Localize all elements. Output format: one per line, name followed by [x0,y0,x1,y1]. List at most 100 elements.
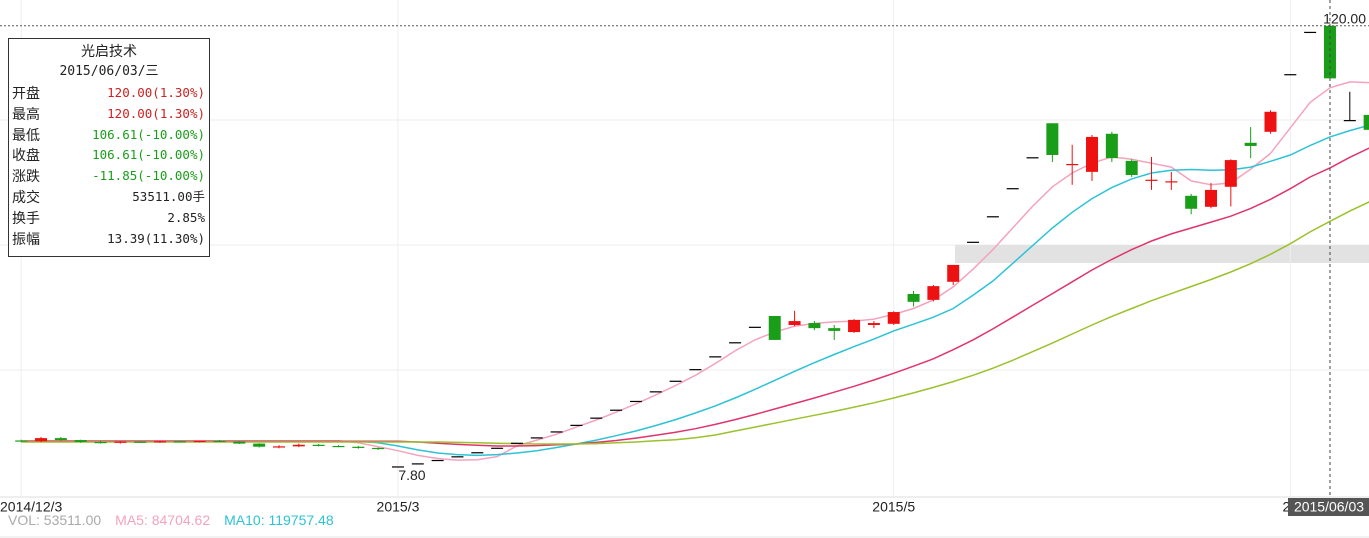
ma-line [21,81,1369,461]
legend-entry: MA10: 119757.48 [224,512,334,528]
candle-body [1066,164,1079,166]
tooltip-value: 120.00(1.30%) [107,85,205,100]
tooltip-row: 收盘 106.61(-10.00%) [9,145,209,166]
tooltip-label: 换手 [12,209,40,226]
tooltip-row: 涨跌 -11.85(-10.00%) [9,166,209,187]
tooltip-value: -11.85(-10.00%) [92,168,205,184]
crosshair-date: 2015/06/03 [1294,499,1364,515]
candle-body [272,446,285,448]
tooltip-row: 最高 120.00(1.30%) [9,104,209,125]
candle-body [491,447,504,449]
tooltip-label: 最低 [12,126,40,143]
candle-body [867,323,880,326]
candle-body [887,312,900,324]
candle-body [35,438,48,442]
candle-body [15,440,28,442]
candle-body [907,293,920,302]
candle-body [1244,142,1257,146]
tooltip-value: 106.61(-10.00%) [92,147,205,163]
tooltip-label: 收盘 [12,147,40,164]
candle-body [729,342,742,344]
legend-entry: VOL: 53511.00 [8,512,102,528]
candle-body [927,286,940,300]
candle-body [1185,195,1198,209]
candle-body [986,216,999,218]
candle-body [1026,157,1039,159]
candle-body [808,323,821,329]
candle-body [828,328,841,331]
candle-body [669,380,682,382]
candle-body [510,442,523,444]
tooltip-row: 成交 53511.00手 [9,187,209,208]
candle-body [1224,160,1237,187]
candle-body [1165,181,1178,183]
x-tick-label: 2015/3 [377,499,420,515]
candle-body [1046,123,1059,155]
candle-body [253,443,266,447]
candle-body [570,424,583,426]
candle-body [629,400,642,403]
candle-body [590,417,603,419]
candle-body [372,447,385,450]
candle-body [1284,74,1297,76]
candle-body [312,444,325,446]
candle-body [431,459,444,462]
candle-body [768,315,781,340]
candle-body [74,440,87,443]
candle-body [1086,136,1099,172]
candle-body [332,445,345,448]
candle-body [213,440,226,443]
high-marker-label: 120.00 [1323,10,1366,26]
candle-body [233,441,246,444]
tooltip-label: 振幅 [12,230,40,247]
candle-body [451,456,464,458]
crosshair-date-box [1288,498,1369,516]
candle-body [1125,160,1138,175]
price-band [955,245,1369,263]
candle-body [530,437,543,439]
candle-body [1304,31,1317,34]
low-marker-label: 7.80 [398,467,425,483]
tooltip-label: 成交 [12,188,40,205]
candle-body [1145,179,1158,181]
candle-body [967,241,980,243]
x-tick-label: 2015/5 [872,499,915,515]
tooltip-label: 最高 [12,105,40,122]
candle-body [788,321,801,326]
candle-body [848,319,861,333]
candle-body [1105,133,1118,159]
candle-body [947,264,960,282]
legend-entry: MA5: 84704.62 [115,512,211,528]
tooltip-value: 120.00(1.30%) [107,105,205,121]
candle-body [292,444,305,447]
ma-line [21,201,1369,445]
candle-body [1343,120,1356,122]
tooltip-date: 2015/06/03/三 [59,64,159,79]
tooltip-value: 13.39(11.30%) [107,230,205,246]
candle-body [1264,111,1277,132]
candle-body [748,326,761,328]
candle-body [471,452,484,454]
candle-body [94,442,107,444]
ma-line [21,147,1369,447]
x-tick-label: 2014/12/3 [0,499,62,515]
volume-legend: VOL: 53511.00 MA5: 84704.62 MA10: 119757.4… [8,512,334,528]
tooltip-value: 106.61(-10.00%) [92,126,205,142]
candle-body [689,369,702,371]
tooltip-value: 2.85% [167,209,205,225]
candle-body [1323,25,1336,79]
candle-body [391,466,404,468]
candle-body [114,441,127,443]
candle-body [193,440,206,443]
tooltip-label: 涨跌 [12,168,40,185]
candle-body [173,441,186,443]
candle-body [1363,114,1369,130]
tooltip-row: 换手 2.85% [9,208,209,229]
candle-body [1205,189,1217,207]
tooltip-panel: 光启技术 2015/06/03/三 开盘 120.00(1.30%) 最高 120.0… [8,38,210,257]
candle-body [610,409,623,411]
tooltip-title: 光启技术 [81,43,137,59]
tooltip-row: 振幅 13.39(11.30%) [9,229,209,250]
